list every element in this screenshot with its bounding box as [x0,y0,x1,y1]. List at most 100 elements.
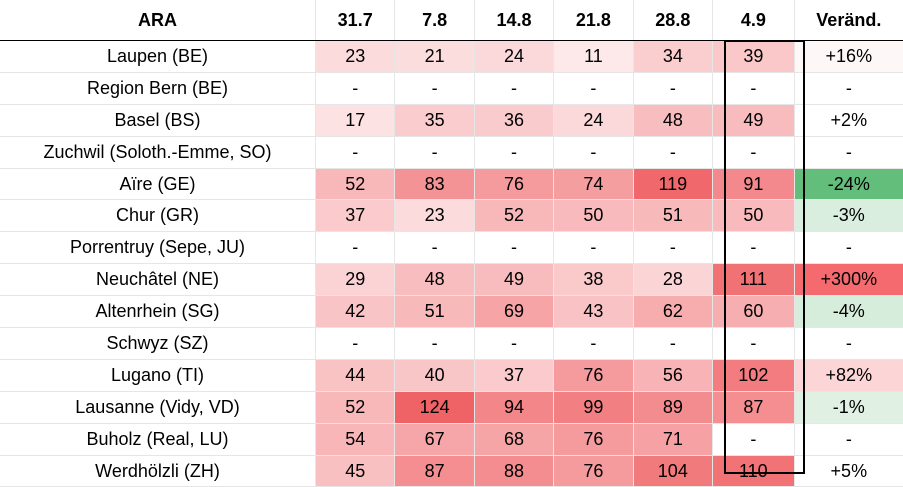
value-cell: - [712,136,795,169]
value-cell: - [553,327,634,360]
value-cell: 56 [632,359,713,392]
value-cell: - [632,231,713,265]
header-date-1: 31.7 [314,0,395,41]
value-cell: 42 [314,295,395,329]
value-cell: 71 [632,423,713,456]
value-cell: 52 [473,199,554,233]
value-cell: 76 [553,359,634,392]
ara-name-cell: Lausanne (Vidy, VD) [0,391,316,424]
value-cell: 48 [632,104,713,137]
ara-name-cell: Region Bern (BE) [0,72,316,105]
ara-name-cell: Basel (BS) [0,104,316,137]
value-cell: 76 [473,168,554,201]
value-cell: - [473,327,554,360]
value-cell: 34 [632,40,713,73]
value-cell: 89 [632,391,713,424]
table-row: Basel (BS) 17 35 36 24 48 49 +2% [0,104,903,137]
value-cell: 69 [473,295,554,329]
change-cell: -24% [793,168,903,201]
table-row: Region Bern (BE) - - - - - - - [0,72,903,105]
value-cell: 23 [394,199,475,233]
value-cell: 68 [473,423,554,456]
change-cell: +82% [793,359,903,392]
change-cell: - [793,423,903,456]
value-cell: - [553,231,634,265]
header-change: Veränd. [793,0,903,41]
value-cell: 36 [473,104,554,137]
table-row: Altenrhein (SG) 42 51 69 43 62 60 -4% [0,295,903,329]
value-cell: 88 [473,455,554,487]
value-cell: 24 [553,104,634,137]
value-cell: 29 [314,263,395,297]
ara-name-cell: Lugano (TI) [0,359,316,392]
value-cell: 50 [712,199,795,233]
change-cell: - [793,72,903,105]
value-cell: 124 [394,391,475,424]
header-date-3: 14.8 [473,0,554,41]
table-row: Zuchwil (Soloth.-Emme, SO) - - - - - - - [0,136,903,169]
value-cell: 43 [553,295,634,329]
value-cell: - [553,136,634,169]
change-cell: - [793,136,903,169]
value-cell: 40 [394,359,475,392]
ara-name-cell: Aïre (GE) [0,168,316,201]
table-row: Buholz (Real, LU) 54 67 68 76 71- - [0,423,903,456]
ara-name-cell: Neuchâtel (NE) [0,263,316,297]
change-cell: -3% [793,199,903,233]
ara-name-cell: Schwyz (SZ) [0,327,316,360]
header-date-4: 21.8 [553,0,634,41]
value-cell: - [473,136,554,169]
value-cell: 94 [473,391,554,424]
change-cell: +2% [793,104,903,137]
ara-name-cell: Zuchwil (Soloth.-Emme, SO) [0,136,316,169]
value-cell: - [314,231,395,265]
value-cell: 62 [632,295,713,329]
value-cell: - [473,231,554,265]
value-cell: 54 [314,423,395,456]
value-cell: 110 [712,455,795,487]
ara-name-cell: Chur (GR) [0,199,316,233]
value-cell: 83 [394,168,475,201]
value-cell: 37 [473,359,554,392]
value-cell: 52 [314,168,395,201]
table-row: Porrentruy (Sepe, JU) - - - - - - - [0,231,903,265]
value-cell: - [632,72,713,105]
table-row: Schwyz (SZ) - - - - - - - [0,327,903,360]
table-row: Neuchâtel (NE) 29 48 49 38 28 111 +300% [0,263,903,297]
change-cell: - [793,231,903,265]
value-cell: 52 [314,391,395,424]
ara-name-cell: Laupen (BE) [0,40,316,73]
header-date-6: 4.9 [712,0,795,41]
value-cell: - [553,72,634,105]
table-row: Werdhölzli (ZH) 45 87 88 76 104 110 +5% [0,455,903,487]
value-cell: 28 [632,263,713,297]
value-cell: - [473,72,554,105]
value-cell: - [712,72,795,105]
ara-name-cell: Altenrhein (SG) [0,295,316,329]
value-cell: 35 [394,104,475,137]
value-cell: - [394,327,475,360]
value-cell: - [632,327,713,360]
value-cell: - [394,72,475,105]
change-cell: +16% [793,40,903,73]
value-cell: 74 [553,168,634,201]
header-row: ARA 31.7 7.8 14.8 21.8 28.8 4.9 Veränd. [0,0,903,41]
value-cell: 11 [553,40,634,73]
change-cell: - [793,327,903,360]
value-cell: 21 [394,40,475,73]
change-cell: +5% [793,455,903,487]
value-cell: - [632,136,713,169]
change-cell: -1% [793,391,903,424]
table-row: Lausanne (Vidy, VD) 52 124 94 99 89 87 -1% [0,391,903,424]
value-cell: 45 [314,455,395,487]
value-cell: 67 [394,423,475,456]
value-cell: - [314,136,395,169]
value-cell: 76 [553,423,634,456]
value-cell: 119 [632,168,713,201]
header-date-5: 28.8 [632,0,713,41]
value-cell: 37 [314,199,395,233]
ara-name-cell: Porrentruy (Sepe, JU) [0,231,316,265]
change-cell: -4% [793,295,903,329]
